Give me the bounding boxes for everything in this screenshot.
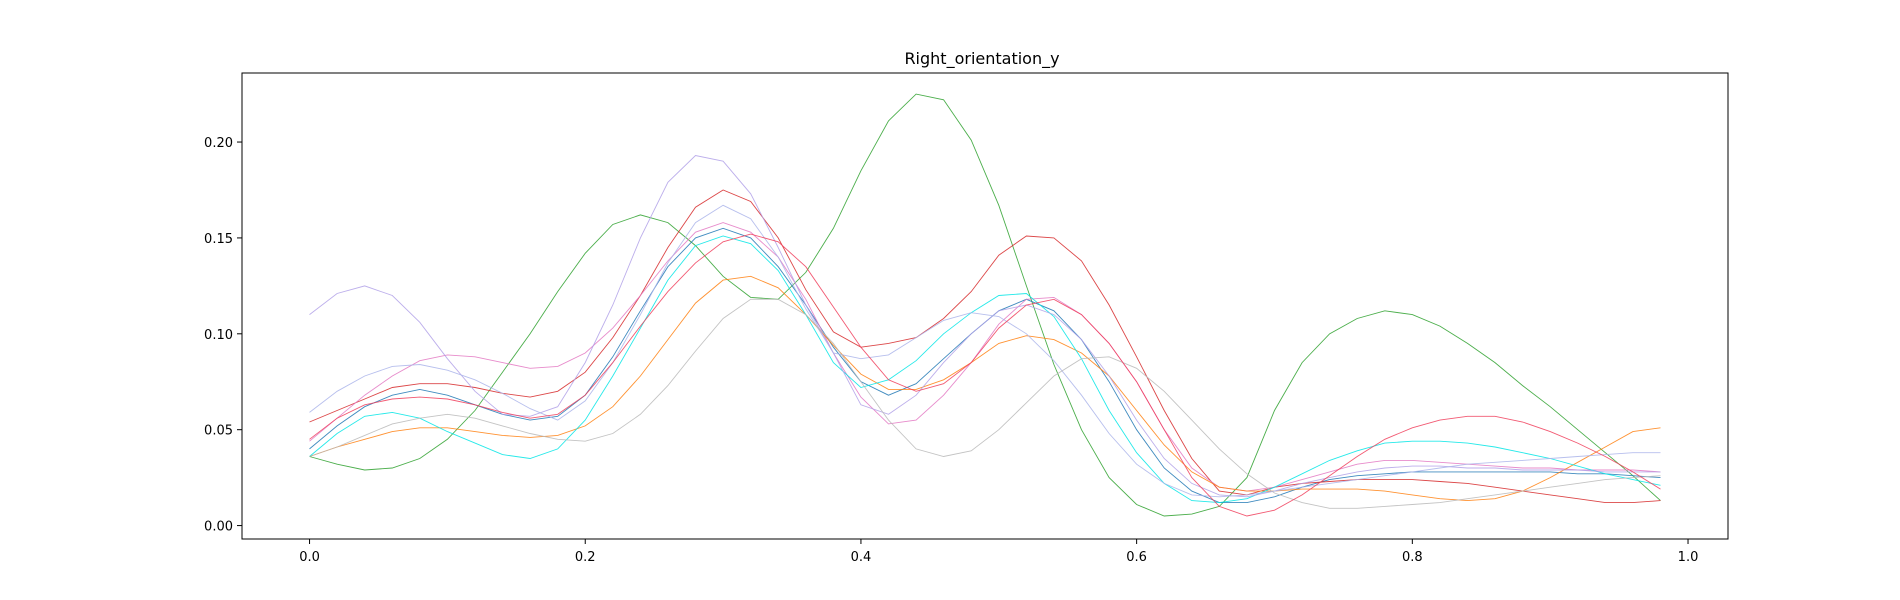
series-line-5 xyxy=(309,275,1661,502)
series-line-8 xyxy=(309,204,1661,498)
y-tick-label: 0.10 xyxy=(204,328,233,343)
series-layer xyxy=(309,93,1661,517)
series-line-10 xyxy=(309,233,1661,517)
y-tick-label: 0.20 xyxy=(204,136,233,151)
series-line-9 xyxy=(309,298,1661,509)
series-line-4 xyxy=(309,222,1661,492)
series-line-6 xyxy=(309,235,1661,504)
series-line-2 xyxy=(309,227,1661,504)
y-tick-label: 0.15 xyxy=(204,232,233,247)
x-tick-label: 0.2 xyxy=(575,550,596,565)
y-tick-label: 0.00 xyxy=(204,520,233,535)
x-tick-label: 0.8 xyxy=(1402,550,1423,565)
series-line-7 xyxy=(309,155,1661,498)
x-tick-label: 0.0 xyxy=(299,550,320,565)
chart-title: Right_orientation_y xyxy=(904,49,1059,69)
y-tick-label: 0.05 xyxy=(204,424,233,439)
x-tick-label: 0.4 xyxy=(851,550,872,565)
series-line-1 xyxy=(309,93,1661,517)
x-tick-label: 1.0 xyxy=(1678,550,1699,565)
axis-layer: 0.0 0.2 0.4 0.6 0.8 1.0 0.00 0.05 0.10 0.15 0.20 xyxy=(204,72,1729,565)
series-line-3 xyxy=(309,189,1661,504)
plot-frame xyxy=(241,72,1729,540)
x-tick-label: 0.6 xyxy=(1126,550,1147,565)
